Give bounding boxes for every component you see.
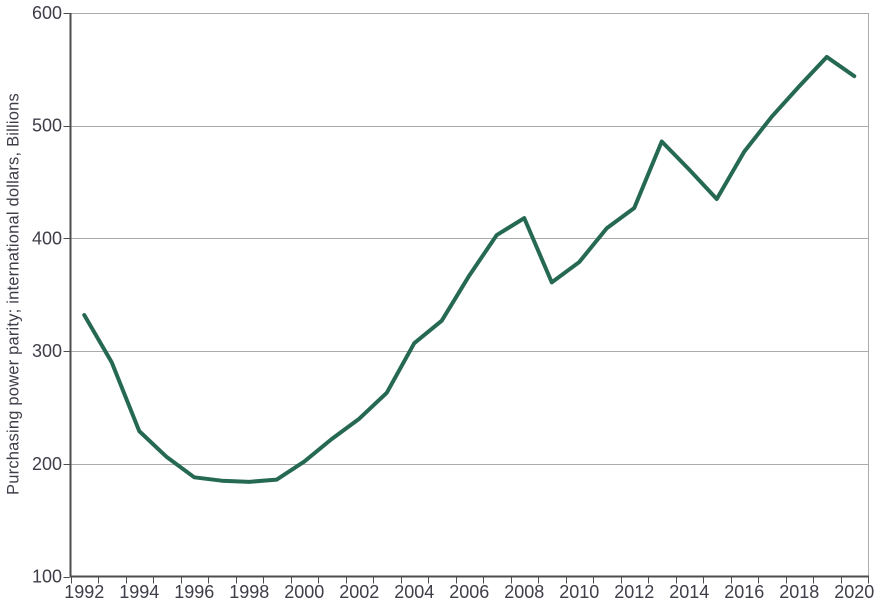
y-axis-title: Purchasing power parity; international d… [4,93,23,495]
x-tick-label: 1998 [229,582,269,602]
x-tick-label: 2000 [284,582,324,602]
x-tick-label: 2018 [779,582,819,602]
y-tick-label: 600 [32,3,62,23]
x-tick-label: 2004 [394,582,434,602]
x-tick-label: 1996 [174,582,214,602]
y-tick-label: 200 [32,454,62,474]
x-tick-label: 2008 [504,582,544,602]
y-tick-label: 300 [32,341,62,361]
x-tick-label: 1992 [64,582,104,602]
x-tick-label: 2006 [449,582,489,602]
y-tick-label: 400 [32,228,62,248]
data-line [82,54,857,484]
x-tick-label: 2016 [724,582,764,602]
x-tick-label: 2002 [339,582,379,602]
x-tick-label: 2014 [669,582,709,602]
x-tick-label: 1994 [119,582,159,602]
y-tick-label: 500 [32,116,62,136]
x-tick-label: 2020 [834,582,874,602]
y-tick-label: 100 [32,567,62,587]
x-tick-label: 2012 [614,582,654,602]
x-tick-label: 2010 [559,582,599,602]
